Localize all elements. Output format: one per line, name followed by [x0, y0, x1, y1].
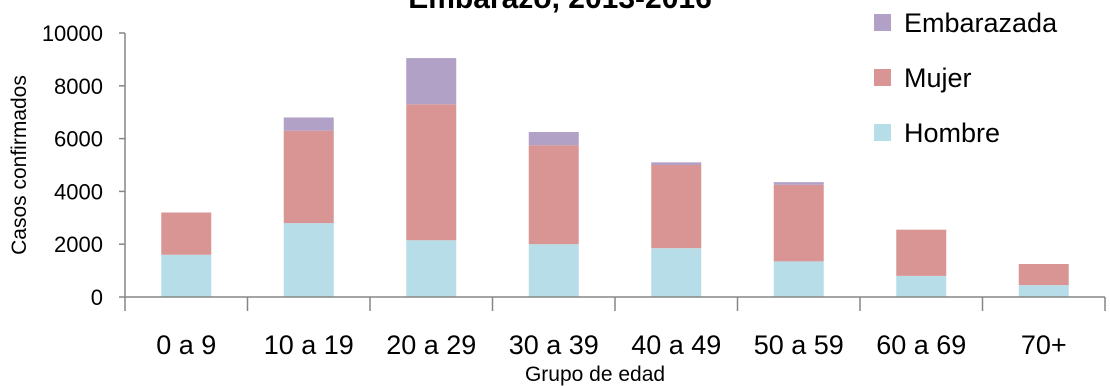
x-axis-title: Grupo de edad: [525, 363, 665, 386]
bar-embarazada: [406, 58, 457, 105]
chart-title: Embarazo, 2013-2016: [408, 0, 712, 15]
bar-hombre: [773, 261, 824, 297]
legend: Embarazada Mujer Hombre: [874, 8, 1058, 148]
legend-swatch-hombre: [874, 124, 891, 141]
bar-hombre: [283, 223, 334, 297]
bar-embarazada: [651, 162, 702, 165]
y-axis-title: Casos confirmados: [8, 75, 31, 255]
y-tick-label: 0: [91, 285, 103, 310]
y-tick-label: 10000: [42, 21, 103, 46]
x-axis-ticks: 0 a 9 10 a 19 20 a 29 30 a 39 40 a 49 50 a 59…: [124, 297, 1106, 360]
bar-embarazada: [773, 182, 824, 185]
bar-mujer: [651, 165, 702, 249]
bar-mujer: [528, 145, 579, 245]
x-category-label: 50 a 59: [754, 330, 844, 360]
bar-mujer: [896, 229, 947, 276]
bar-mujer: [773, 184, 824, 262]
bar-hombre: [651, 248, 702, 297]
legend-swatch-mujer: [874, 69, 891, 86]
bars-group: [161, 58, 1069, 297]
y-tick-label: 6000: [54, 127, 103, 152]
x-category-label: 30 a 39: [509, 330, 599, 360]
y-tick-label: 8000: [54, 74, 103, 99]
legend-label-mujer: Mujer: [904, 63, 972, 93]
bar-mujer: [283, 130, 334, 224]
bar-mujer: [1018, 264, 1069, 286]
x-category-label: 0 a 9: [156, 330, 216, 360]
bar-hombre: [161, 254, 212, 297]
y-axis-ticks: 0 2000 4000 6000 8000 10000: [42, 21, 125, 310]
bar-hombre: [1018, 285, 1069, 297]
bar-hombre: [896, 275, 947, 297]
x-category-label: 20 a 29: [386, 330, 476, 360]
x-category-label: 40 a 49: [631, 330, 721, 360]
legend-label-hombre: Hombre: [904, 118, 1000, 148]
legend-label-embarazada: Embarazada: [904, 8, 1058, 38]
bar-mujer: [161, 212, 212, 255]
y-tick-label: 2000: [54, 232, 103, 257]
x-category-label: 70+: [1021, 330, 1067, 360]
y-tick-label: 4000: [54, 179, 103, 204]
x-category-label: 60 a 69: [876, 330, 966, 360]
legend-swatch-embarazada: [874, 14, 891, 31]
bar-embarazada: [283, 117, 334, 131]
bar-mujer: [406, 104, 457, 241]
bar-embarazada: [528, 132, 579, 146]
x-category-label: 10 a 19: [264, 330, 354, 360]
bar-hombre: [528, 244, 579, 297]
bar-hombre: [406, 240, 457, 297]
